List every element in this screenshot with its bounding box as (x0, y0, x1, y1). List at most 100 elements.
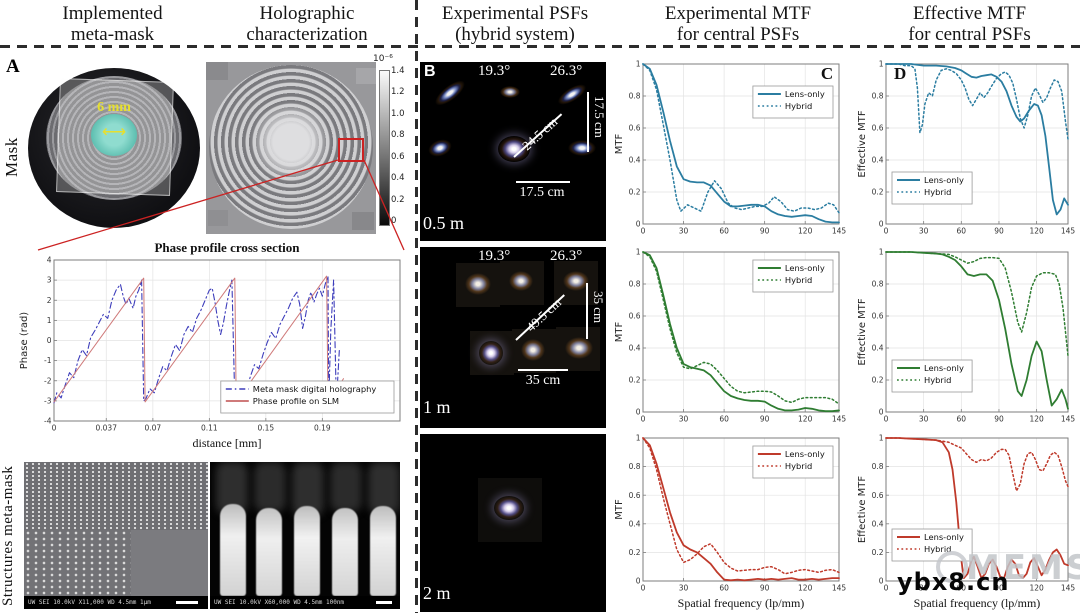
sem-pillar (256, 508, 282, 596)
holo-corner-patch (356, 68, 376, 84)
svg-text:0.07: 0.07 (145, 424, 162, 433)
svg-text:Effective MTF: Effective MTF (857, 476, 868, 544)
svg-text:Effective MTF: Effective MTF (857, 110, 868, 178)
svg-text:0: 0 (641, 227, 646, 236)
mtf-chart-1m: 0 30 60 90 120 145 0 0.2 0.4 0.6 0.8 1 MTF Lens-only H… (613, 245, 849, 429)
svg-text:Lens-only: Lens-only (785, 449, 825, 459)
svg-text:1: 1 (636, 434, 641, 443)
sem-scale-bar (176, 601, 198, 604)
header-line: meta-mask (70, 24, 155, 46)
mtf-chart-0-5m: 0 30 60 90 120 145 0 0.2 0.4 0.6 0.8 1 MTF C Lens-only… (613, 57, 849, 241)
svg-text:90: 90 (994, 227, 1004, 236)
psf-spot (500, 86, 520, 98)
svg-text:MTF: MTF (614, 134, 625, 155)
effective-mtf-chart-1m: 0 30 60 90 120 145 0 0.2 0.4 0.6 0.8 1 Effective MTF… (856, 245, 1078, 429)
svg-text:0: 0 (879, 577, 884, 586)
psf-angle-left: 19.3° (478, 63, 511, 79)
header-line: Experimental PSFs (441, 3, 589, 24)
svg-text:60: 60 (719, 584, 729, 593)
psf-spot (425, 136, 455, 160)
svg-text:0: 0 (636, 577, 641, 586)
psf-spot (431, 76, 469, 110)
header-holographic-characterization: Holographic characterization (212, 3, 402, 46)
vertical-divider (415, 0, 418, 613)
svg-text:120: 120 (798, 227, 813, 236)
svg-text:Lens-only: Lens-only (785, 263, 825, 273)
svg-text:0.2: 0.2 (629, 188, 641, 197)
sem-image-closeup: UW SEI 10.0kV X60,000 WD 4.5mm 100nm (210, 462, 400, 609)
colorbar-ticks: 1.4 1.2 1.0 0.8 0.6 0.4 0.2 0 (391, 66, 413, 226)
psf-panel-1m: 19.3° 26.3° 49.5 cm 35 cm 35 cm 1 m (420, 247, 606, 428)
svg-text:120: 120 (798, 415, 813, 424)
svg-text:Phase profile on SLM: Phase profile on SLM (253, 396, 339, 406)
sem-pillar (370, 506, 396, 596)
scale-label-horizontal: 17.5 cm (519, 185, 565, 200)
sem-image-overview: UW SEI 10.0kV X11,000 WD 4.5mm 1μm (24, 462, 208, 609)
svg-text:C: C (821, 64, 833, 83)
colorbar-tick: 0.8 (391, 130, 405, 141)
svg-text:0: 0 (636, 408, 641, 417)
scale-bar-vertical (586, 283, 588, 339)
effective-mtf-chart-0-5m: 0 30 60 90 120 145 0 0.2 0.4 0.6 0.8 1 Effective MTF… (856, 57, 1078, 241)
svg-text:30: 30 (919, 584, 929, 593)
header-line: Experimental MTF (664, 3, 812, 24)
psf-panel-0-5m: B 19.3° 26.3° 24.5 cm 17.5 cm 17.5 cm 0.… (420, 62, 606, 241)
svg-text:60: 60 (719, 415, 729, 424)
header-experimental-mtf: Experimental MTF for central PSFs (628, 3, 848, 46)
sem-pillar (220, 504, 246, 596)
psf-distance-label: 1 m (423, 397, 451, 417)
svg-text:145: 145 (832, 584, 847, 593)
svg-text:0.2: 0.2 (872, 548, 884, 557)
svg-text:-4: -4 (44, 417, 52, 426)
svg-text:0: 0 (884, 415, 889, 424)
svg-text:120: 120 (1029, 227, 1044, 236)
panel-label-a: A (6, 56, 20, 77)
sem-pillar-top (368, 462, 400, 514)
svg-text:0.11: 0.11 (201, 424, 218, 433)
svg-text:120: 120 (798, 584, 813, 593)
svg-text:-1: -1 (44, 356, 52, 365)
svg-text:145: 145 (1061, 415, 1076, 424)
mask-dimension-arrow: ⟷ (101, 122, 127, 141)
svg-text:0: 0 (52, 424, 57, 433)
phase-profile-chart: 0 0.037 0.07 0.11 0.15 0.19 -4 -3 -2 -1 0 1 2 3 4 Phase… (18, 240, 410, 452)
svg-text:0.8: 0.8 (872, 462, 884, 471)
svg-text:0.2: 0.2 (629, 548, 641, 557)
svg-text:Lens-only: Lens-only (924, 175, 964, 185)
svg-text:Phase profile cross section: Phase profile cross section (154, 240, 300, 255)
svg-text:0.6: 0.6 (629, 312, 641, 321)
svg-text:145: 145 (832, 415, 847, 424)
svg-text:0: 0 (884, 584, 889, 593)
svg-text:90: 90 (760, 584, 770, 593)
svg-text:Hybrid: Hybrid (785, 461, 812, 471)
svg-text:1: 1 (879, 60, 884, 69)
psf-spot-central (494, 496, 524, 520)
svg-text:Spatial frequency (lp/mm): Spatial frequency (lp/mm) (914, 596, 1041, 610)
svg-text:1: 1 (879, 248, 884, 257)
svg-text:1: 1 (879, 434, 884, 443)
psf-angle-left: 19.3° (478, 248, 511, 264)
svg-text:60: 60 (957, 227, 967, 236)
svg-text:30: 30 (919, 415, 929, 424)
holo-corner-patch (208, 210, 228, 226)
svg-text:0: 0 (879, 408, 884, 417)
sem-pillar-top (254, 462, 286, 512)
svg-text:0.2: 0.2 (629, 376, 641, 385)
svg-text:90: 90 (760, 227, 770, 236)
svg-text:30: 30 (679, 227, 689, 236)
psf-spot (479, 341, 503, 365)
svg-text:Spatial frequency (lp/mm): Spatial frequency (lp/mm) (678, 596, 805, 610)
scale-bar-vertical (587, 92, 589, 152)
svg-text:60: 60 (957, 415, 967, 424)
svg-text:0.4: 0.4 (872, 519, 884, 528)
svg-text:Lens-only: Lens-only (924, 532, 964, 542)
psf-spot (465, 273, 491, 295)
header-line: (hybrid system) (455, 24, 575, 46)
svg-text:90: 90 (994, 584, 1004, 593)
effective-mtf-chart-2m: 0 30 60 90 120 145 0 0.2 0.4 0.6 0.8 1 Effective MTF… (856, 431, 1078, 612)
psf-distance-label: 2 m (423, 583, 451, 603)
colorbar-tick: 0.2 (391, 194, 405, 205)
colorbar-tick: 1.2 (391, 87, 405, 98)
svg-text:0.15: 0.15 (257, 424, 274, 433)
